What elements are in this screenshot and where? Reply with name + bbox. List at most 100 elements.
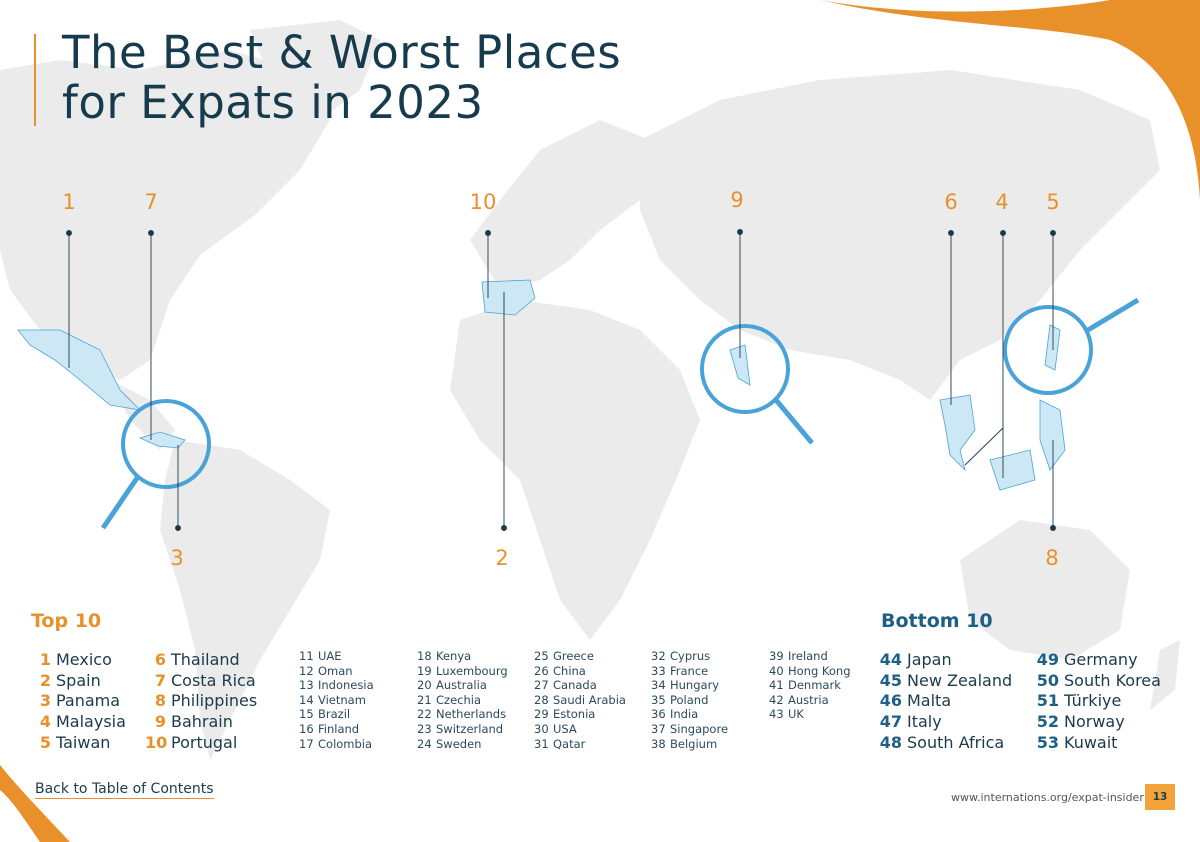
list-item: 49 Germany — [1036, 650, 1138, 669]
bottom-swoosh-decoration — [0, 765, 70, 842]
new-zealand-shape — [1150, 640, 1180, 710]
top10-list-col1: 1 Mexico 2 Spain 3 Panama 4 Malaysia 5 Taiwan — [33, 650, 126, 754]
list-item: 52 Norway — [1036, 712, 1125, 732]
taiwan-shape — [1044, 324, 1061, 371]
list-item: 22 Netherlands — [417, 707, 507, 722]
south-america-shape — [160, 440, 330, 760]
map-pin-label: 3 — [170, 546, 184, 570]
middle-ranks-col1: 11 UAE 12 Oman 13 Indonesia 14 Vietnam 15 Bra… — [299, 649, 374, 751]
list-item: 45 New Zealand — [879, 670, 1013, 690]
list-item: 19 Luxembourg — [417, 663, 508, 678]
top10-heading: Top 10 — [31, 610, 102, 632]
list-item: 13 Indonesia — [299, 678, 374, 693]
list-item: 37 Singapore — [651, 721, 729, 736]
middle-ranks-col5: 39 Ireland 40 Hong Kong 41 Denmark 42 Austri… — [769, 649, 851, 722]
list-item: 39 Ireland — [769, 649, 828, 663]
list-item: 3 Panama — [39, 691, 121, 711]
list-item: 28 Saudi Arabia — [534, 692, 626, 707]
middle-ranks-col4: 32 Cyprus 33 France 34 Hungary 35 Poland 36 I… — [651, 649, 728, 751]
list-item: 11 UAE — [299, 649, 342, 663]
list-item: 21 Czechia — [417, 692, 481, 707]
list-item: 32 Cyprus — [651, 649, 711, 663]
title-accent-bar — [34, 34, 36, 126]
title-line-2: for Expats in 2023 — [62, 76, 484, 129]
bottom10-heading: Bottom 10 — [881, 610, 993, 632]
list-item: 35 Poland — [651, 692, 709, 707]
magnifier-icon — [121, 399, 211, 489]
europe-shape — [470, 120, 650, 290]
map-pin-label: 8 — [1045, 546, 1059, 570]
list-item: 43 UK — [769, 707, 804, 722]
list-item: 20 Australia — [417, 678, 487, 693]
list-item: 18 Kenya — [417, 649, 472, 663]
magnifier-icons — [100, 297, 1140, 530]
list-item: 10 Portugal — [145, 732, 238, 752]
borneo-shape — [989, 449, 1036, 491]
greenland-shape — [250, 20, 380, 120]
list-item: 6 Thailand — [154, 650, 240, 669]
list-item: 2 Spain — [39, 670, 101, 690]
list-item: 48 South Africa — [879, 732, 1005, 752]
north-america-shape — [0, 50, 330, 380]
list-item: 4 Malaysia — [39, 712, 126, 732]
page-number: 13 — [1145, 784, 1175, 810]
list-item: 31 Qatar — [534, 736, 586, 751]
bottom10-list-col2: 49 Germany 50 South Korea 51 Türkiye 52 Norw… — [1035, 650, 1161, 754]
list-item: 15 Brazil — [299, 707, 351, 722]
africa-shape — [450, 300, 700, 640]
map-pin-label: 7 — [144, 190, 158, 214]
list-item: 38 Belgium — [651, 736, 718, 751]
back-to-toc-link[interactable]: Back to Table of Contents — [35, 781, 214, 799]
list-item: 46 Malta — [879, 691, 952, 711]
list-item: 29 Estonia — [534, 707, 596, 722]
list-item: 14 Vietnam — [299, 692, 366, 707]
list-item: 36 India — [651, 707, 699, 722]
magnifier-icon — [700, 324, 790, 414]
top-swoosh-decoration — [820, 0, 1200, 200]
list-item: 7 Costa Rica — [154, 670, 256, 690]
middle-ranks-col2: 18 Kenya 19 Luxembourg 20 Australia 21 Czech… — [417, 649, 508, 751]
list-item: 41 Denmark — [769, 678, 841, 693]
pin-lines — [66, 229, 1056, 531]
list-item: 53 Kuwait — [1036, 732, 1118, 752]
top10-list-col2: 6 Thailand 7 Costa Rica 8 Philippines 9 Bahr… — [145, 650, 257, 754]
list-item: 5 Taiwan — [39, 732, 111, 752]
magnifier-icon — [1003, 305, 1093, 395]
list-item: 34 Hungary — [651, 678, 720, 693]
title-line-1: The Best & Worst Places — [62, 26, 622, 79]
map-pin-label: 6 — [944, 190, 958, 214]
footer-url: www.internations.org/expat-insider — [951, 791, 1144, 804]
list-item: 16 Finland — [299, 721, 360, 736]
map-pin-label: 9 — [730, 188, 744, 212]
list-item: 50 South Korea — [1036, 670, 1161, 690]
list-item: 51 Türkiye — [1036, 691, 1122, 711]
list-item: 26 China — [534, 663, 586, 678]
spain-portugal-shape — [481, 279, 536, 316]
list-item: 40 Hong Kong — [769, 663, 851, 678]
list-item: 23 Switzerland — [417, 721, 504, 736]
list-item: 47 Italy — [879, 712, 942, 732]
map-pin-label: 10 — [469, 190, 497, 214]
list-item: 33 France — [651, 663, 709, 678]
list-item: 44 Japan — [879, 650, 952, 669]
list-item: 27 Canada — [534, 678, 597, 693]
map-pin-label: 5 — [1046, 190, 1060, 214]
list-item: 17 Colombia — [299, 736, 373, 751]
page-title: The Best & Worst Places for Expats in 20… — [62, 28, 621, 128]
bottom10-list-col1: 44 Japan 45 New Zealand 46 Malta 47 Italy 48… — [878, 650, 1012, 754]
map-pin-label: 4 — [995, 190, 1009, 214]
map-pin-label: 2 — [495, 546, 509, 570]
list-item: 30 USA — [534, 721, 577, 736]
thailand-malaysia-shape — [939, 394, 976, 472]
middle-ranks-col3: 25 Greece 26 China 27 Canada 28 Saudi Arabia… — [534, 649, 626, 751]
australia-shape — [960, 520, 1130, 660]
list-item: 24 Sweden — [417, 736, 482, 751]
list-item: 25 Greece — [534, 649, 594, 663]
list-item: 12 Oman — [299, 663, 353, 678]
map-pin-label: 1 — [62, 190, 76, 214]
continents — [0, 20, 1180, 760]
philippines-shape — [1039, 399, 1066, 471]
list-item: 8 Philippines — [154, 691, 258, 711]
list-item: 42 Austria — [769, 692, 829, 707]
list-item: 1 Mexico — [39, 650, 112, 669]
